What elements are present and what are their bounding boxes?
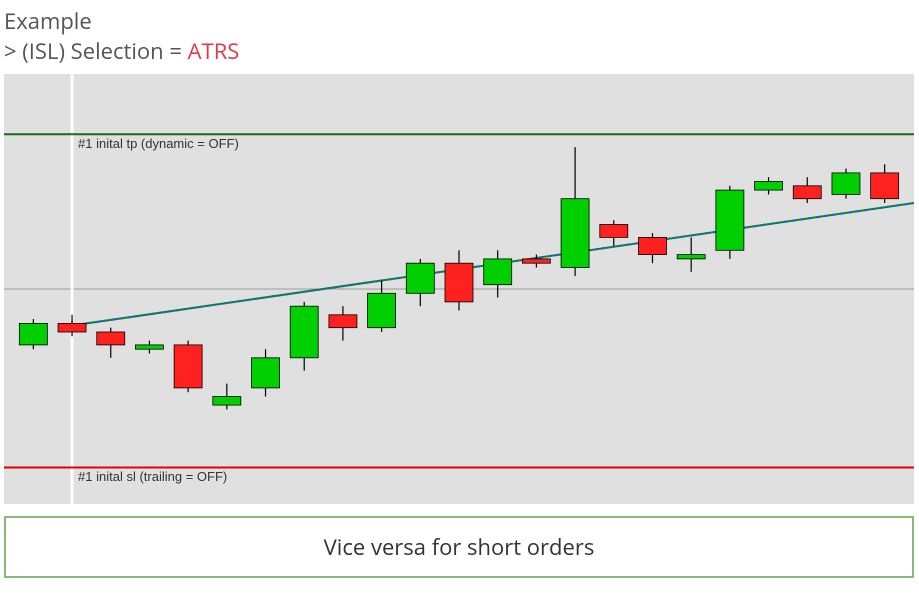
footer-note: Vice versa for short orders (4, 516, 914, 578)
sl-line-label: #1 inital sl (trailing = OFF) (78, 469, 227, 484)
candlestick-chart: #1 inital tp (dynamic = OFF) #1 inital s… (4, 74, 914, 504)
header-highlight: ATRS (188, 36, 240, 66)
header: Example > (ISL) Selection = ATRS (4, 4, 915, 74)
header-line2: > (ISL) Selection = ATRS (4, 36, 915, 66)
header-prefix: > (ISL) Selection = (4, 36, 188, 66)
header-line1: Example (4, 6, 915, 36)
tp-line-label: #1 inital tp (dynamic = OFF) (78, 136, 239, 151)
